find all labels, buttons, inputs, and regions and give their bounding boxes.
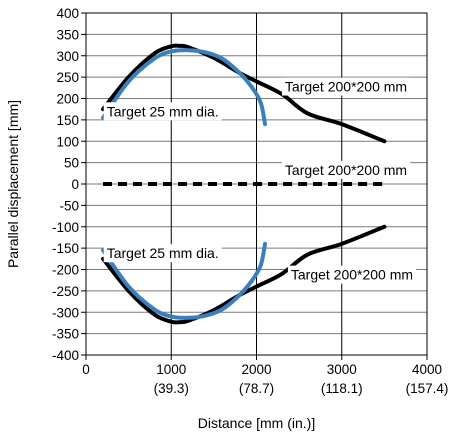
annotation-layer: Target 200*200 mm Target 25 mm dia. Target… [103, 77, 417, 284]
y-tick-label: 350 [56, 27, 79, 42]
x-tick-sublabel: (157.4) [406, 381, 449, 396]
y-tick-label: 150 [56, 113, 79, 128]
x-tick-sublabel: (118.1) [321, 381, 363, 396]
y-tick-label: -300 [52, 305, 79, 320]
annotation-box [287, 265, 417, 284]
annotation-label: Target 25 mm dia. [107, 245, 219, 261]
y-tick-label: 100 [56, 134, 79, 149]
y-tick-label: -50 [59, 198, 79, 213]
x-tick-label: 1000 [156, 362, 186, 377]
x-tick-sublabel: (39.3) [154, 381, 189, 396]
x-tick-label: 0 [82, 362, 90, 377]
y-axis-title: Parallel displacement [mm] [5, 100, 21, 268]
y-tick-label: -200 [52, 263, 79, 278]
annotation-box [281, 160, 411, 179]
series-layer [101, 43, 387, 325]
x-tick-label: 2000 [241, 362, 271, 377]
annotation-label: Target 200*200 mm [285, 79, 407, 95]
x-axis-ticks: 0 1000 (39.3) 2000 (78.7) 3000 (118.1) 4000 (157… [82, 355, 448, 396]
annotation: Target 25 mm dia. [103, 102, 222, 121]
y-tick-label: -150 [52, 241, 79, 256]
annotation-box [103, 102, 222, 121]
x-axis-title: Distance [mm (in.)] [198, 415, 315, 431]
y-tick-label: 250 [56, 70, 79, 85]
x-tick-label: 3000 [327, 362, 357, 377]
series-line [101, 43, 387, 144]
annotation-box [281, 77, 411, 96]
annotation: Target 200*200 mm [287, 265, 417, 284]
y-tick-label: 50 [64, 156, 79, 171]
series-line [101, 224, 387, 325]
x-tick-sublabel: (78.7) [239, 381, 274, 396]
series-line [101, 48, 268, 127]
annotation-label: Target 200*200 mm [285, 162, 407, 178]
y-tick-label: -100 [52, 220, 79, 235]
y-tick-label: 200 [56, 92, 79, 107]
y-tick-label: 400 [56, 6, 79, 21]
y-axis-ticks: 400 350 300 250 200 150 100 50 0 -50 -100 -150 -200 -… [52, 6, 86, 363]
y-tick-label: -400 [52, 348, 79, 363]
x-tick-label: 4000 [412, 362, 442, 377]
annotation-label: Target 200*200 mm [291, 267, 413, 283]
annotation: Target 200*200 mm [281, 77, 411, 96]
y-tick-label: 0 [71, 177, 79, 192]
annotation: Target 200*200 mm [281, 160, 411, 179]
annotation-box [103, 244, 222, 263]
y-tick-label: -250 [52, 284, 79, 299]
annotation-label: Target 25 mm dia. [107, 103, 219, 119]
annotation: Target 25 mm dia. [103, 244, 222, 263]
y-tick-label: -350 [52, 327, 79, 342]
series-line [101, 241, 268, 320]
y-tick-label: 300 [56, 49, 79, 64]
